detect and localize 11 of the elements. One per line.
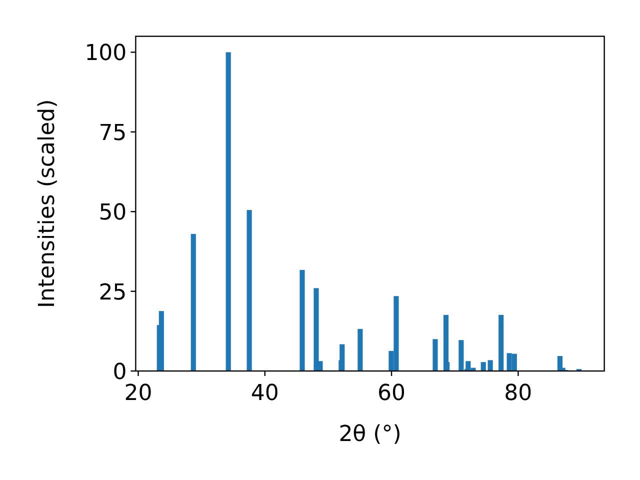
y-tick-label: 100	[84, 41, 127, 66]
y-tick-label: 25	[98, 280, 127, 306]
y-axis-title: Intensities (scaled)	[35, 99, 60, 308]
x-tick-label: 20	[124, 381, 152, 406]
y-tick-label: 50	[98, 200, 127, 226]
y-tick-label: 0	[112, 360, 127, 385]
x-tick-label: 40	[250, 381, 279, 406]
x-tick-label: 60	[378, 381, 406, 406]
x-axis-title: 2θ (°)	[338, 422, 402, 447]
x-tick-label: 80	[504, 381, 532, 406]
y-tick-label: 75	[98, 120, 127, 146]
